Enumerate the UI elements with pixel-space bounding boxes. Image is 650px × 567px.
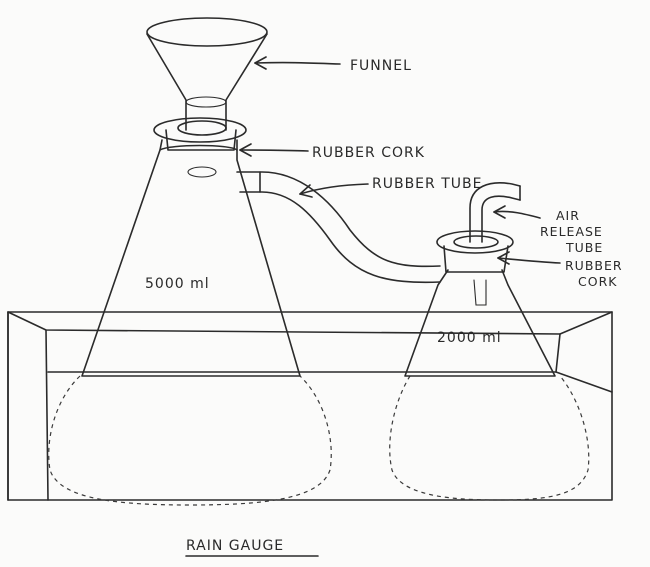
diagram-title: RAIN GAUGE <box>186 538 284 554</box>
leader-arrows <box>239 56 561 265</box>
water-trough <box>7 311 613 501</box>
rubber-tube-label: RUBBER TUBE <box>372 176 482 192</box>
hidden-flask-bottoms <box>48 375 590 506</box>
funnel <box>146 17 268 131</box>
rubber-cork-small-label-line2: CORK <box>578 274 617 289</box>
air-release-tube-label-line3: TUBE <box>565 240 603 255</box>
small-flask-volume-label: 2000 ml <box>437 330 502 346</box>
air-release-tube-label-line1: AIR <box>556 208 580 223</box>
small-flask <box>404 269 556 377</box>
rubber-cork-small-label-line1: RUBBER <box>565 258 623 273</box>
rubber-tube <box>236 171 441 284</box>
air-release-tube-label-line2: RELEASE <box>540 224 603 239</box>
large-flask-volume-label: 5000 ml <box>145 276 210 292</box>
large-flask <box>81 139 301 377</box>
air-release-tube <box>469 182 521 243</box>
funnel-label: FUNNEL <box>350 58 412 74</box>
rubber-cork-small <box>436 230 514 273</box>
rubber-cork-large <box>153 117 247 151</box>
rubber-cork-main-label: RUBBER CORK <box>312 145 425 161</box>
